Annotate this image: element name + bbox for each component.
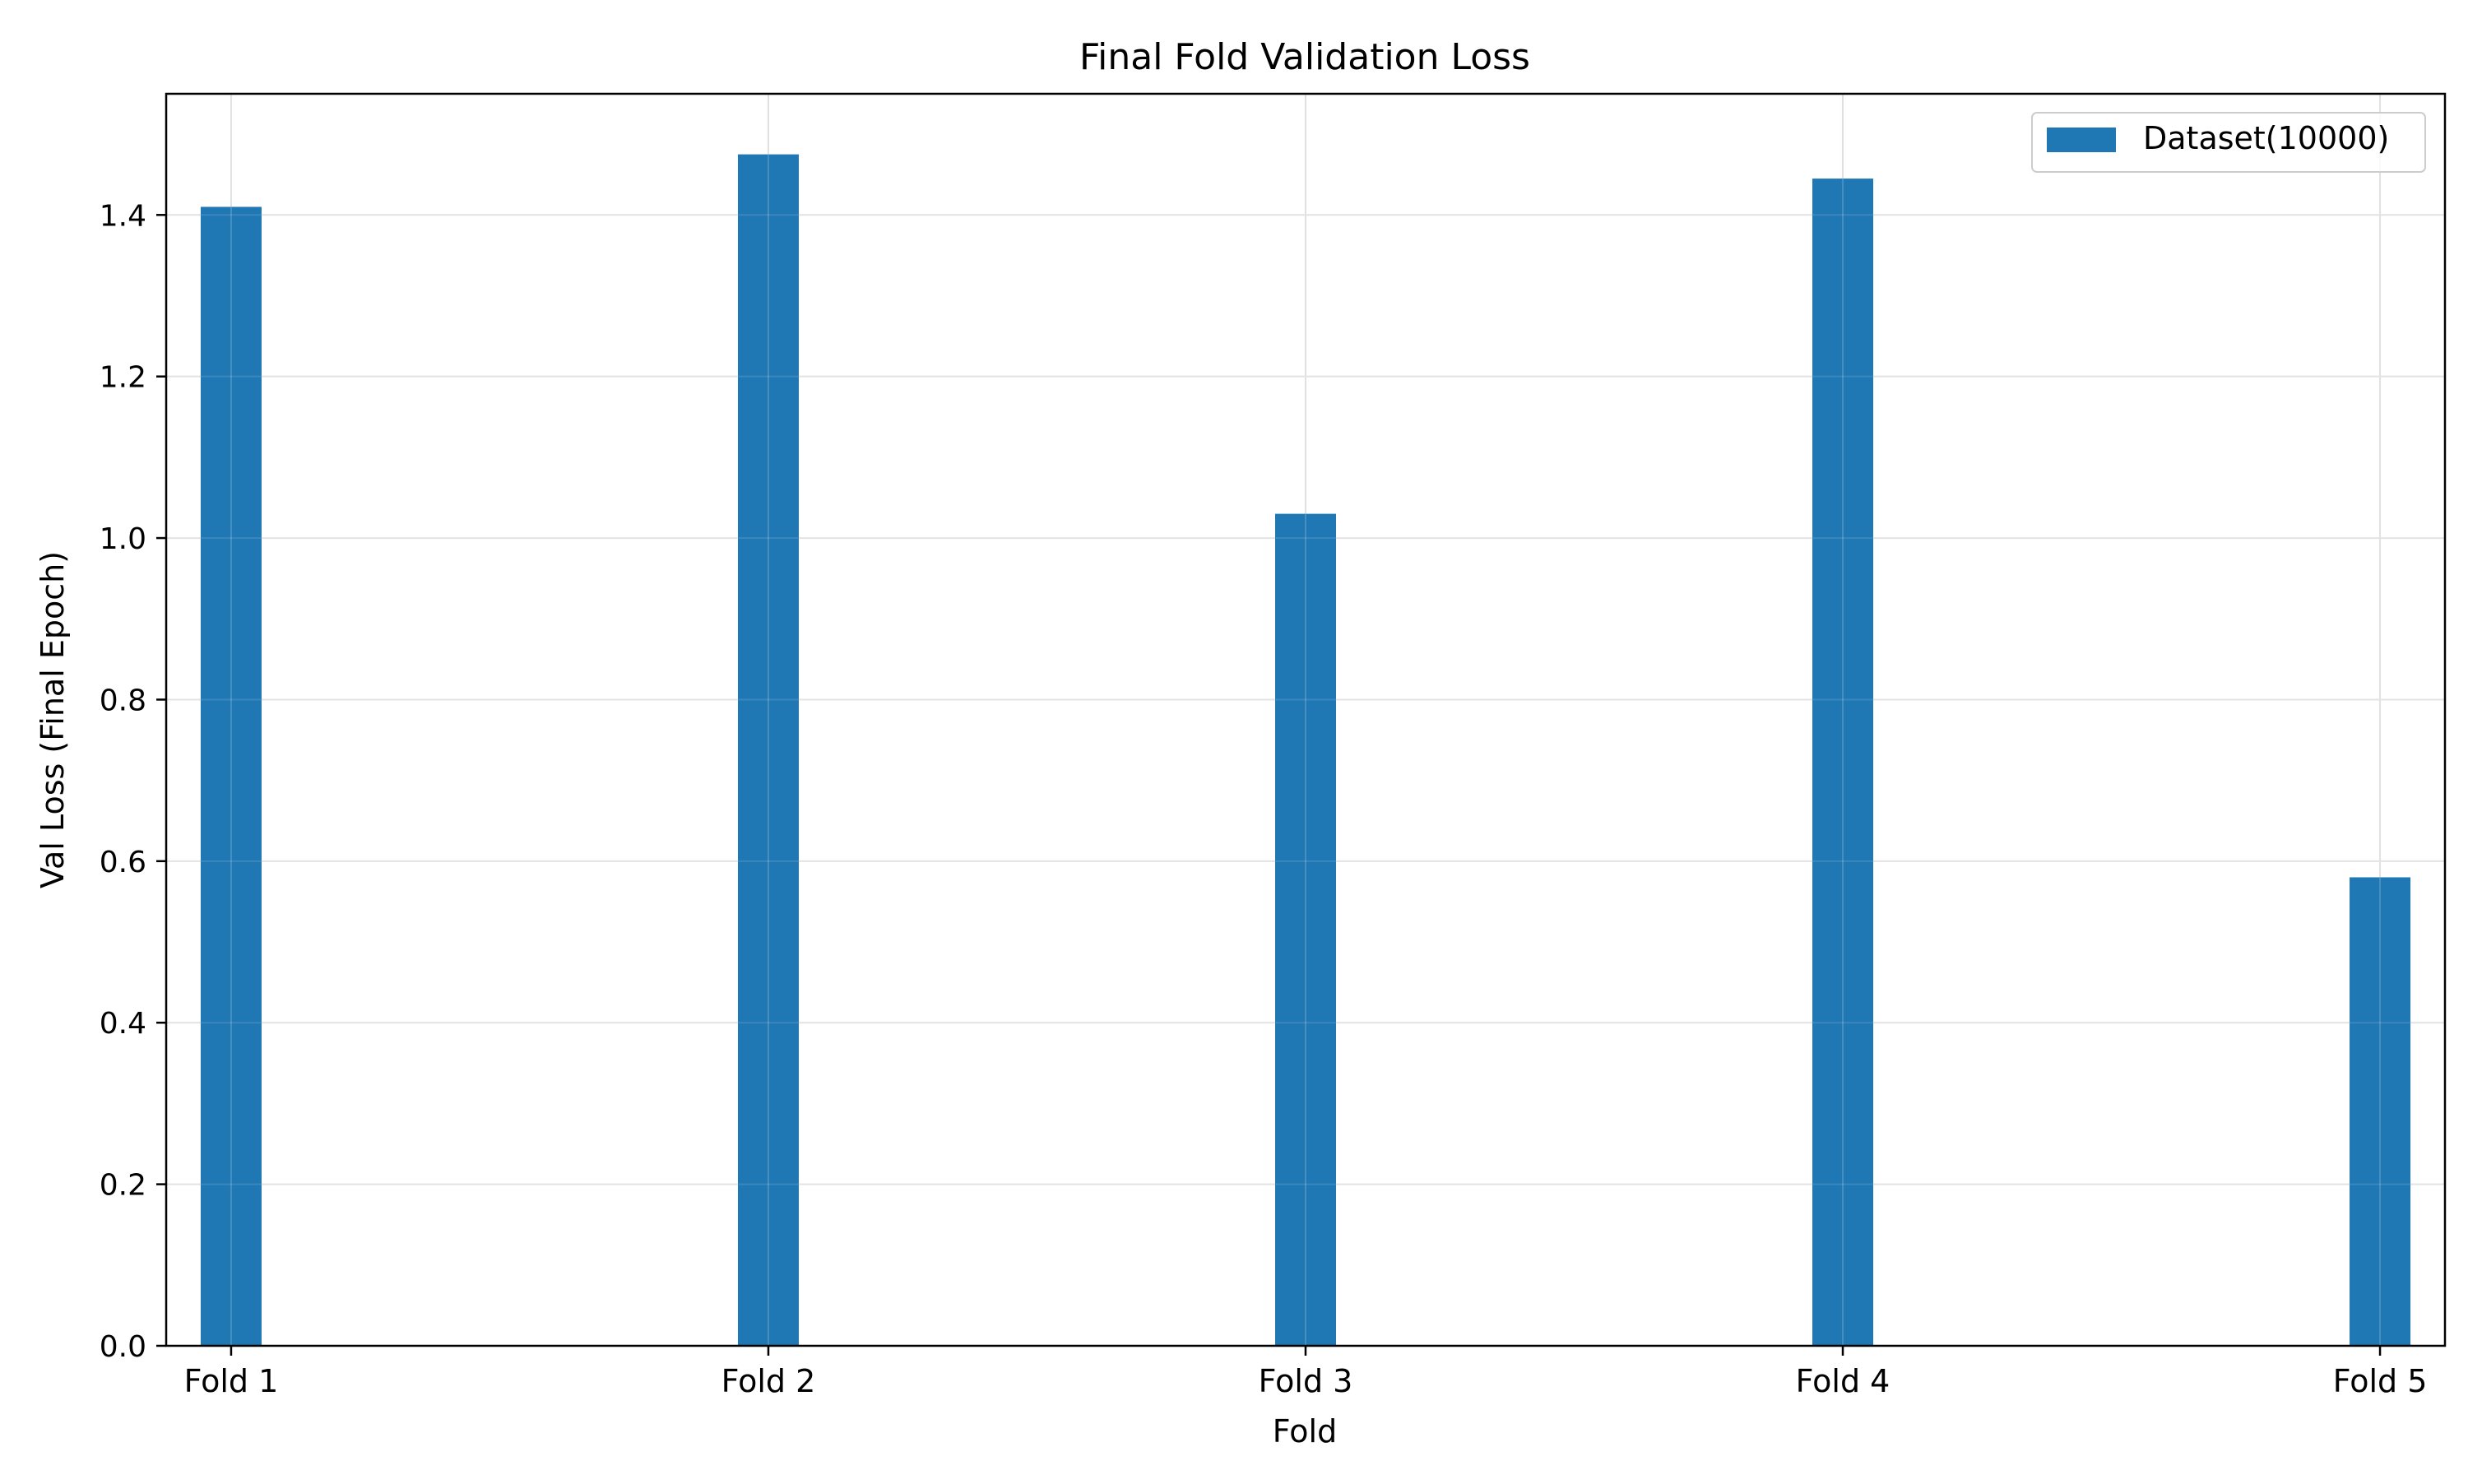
y-tick-label: 0.6 bbox=[100, 846, 146, 879]
y-axis-label: Val Loss (Final Epoch) bbox=[35, 551, 71, 888]
x-tick-label: Fold 1 bbox=[184, 1363, 279, 1399]
chart-title: Final Fold Validation Loss bbox=[1079, 36, 1530, 78]
y-tick-label: 0.2 bbox=[100, 1169, 146, 1203]
y-tick-label: 0.8 bbox=[100, 684, 146, 717]
legend-frame bbox=[2031, 112, 2426, 173]
y-axis-ticks: 0.0 0.2 0.4 0.6 0.8 1.0 1.2 1.4 bbox=[100, 199, 166, 1364]
bar-fold-1 bbox=[200, 206, 262, 1347]
legend: Dataset(10000) bbox=[2031, 112, 2426, 173]
y-tick-label: 0.0 bbox=[100, 1330, 146, 1364]
x-tick-label: Fold 5 bbox=[2333, 1363, 2428, 1399]
y-tick-label: 1.2 bbox=[100, 361, 146, 395]
legend-label: Dataset(10000) bbox=[2143, 120, 2389, 156]
y-tick-label: 1.0 bbox=[100, 522, 146, 556]
y-tick-label: 0.4 bbox=[100, 1007, 146, 1041]
x-tick-label: Fold 2 bbox=[721, 1363, 816, 1399]
legend-swatch bbox=[2047, 128, 2116, 152]
bar-fold-4 bbox=[1812, 179, 1874, 1346]
x-tick-label: Fold 3 bbox=[1259, 1363, 1353, 1399]
bar-fold-3 bbox=[1275, 513, 1336, 1346]
bar-fold-5 bbox=[2350, 877, 2411, 1346]
x-axis-label: Fold bbox=[1273, 1413, 1337, 1449]
bar-layer bbox=[200, 154, 2411, 1347]
x-tick-label: Fold 4 bbox=[1796, 1363, 1890, 1399]
bar-fold-2 bbox=[737, 154, 799, 1347]
y-tick-label: 1.4 bbox=[100, 199, 146, 233]
x-axis-ticks: Fold 1 Fold 2 Fold 3 Fold 4 Fold 5 bbox=[184, 1346, 2428, 1399]
